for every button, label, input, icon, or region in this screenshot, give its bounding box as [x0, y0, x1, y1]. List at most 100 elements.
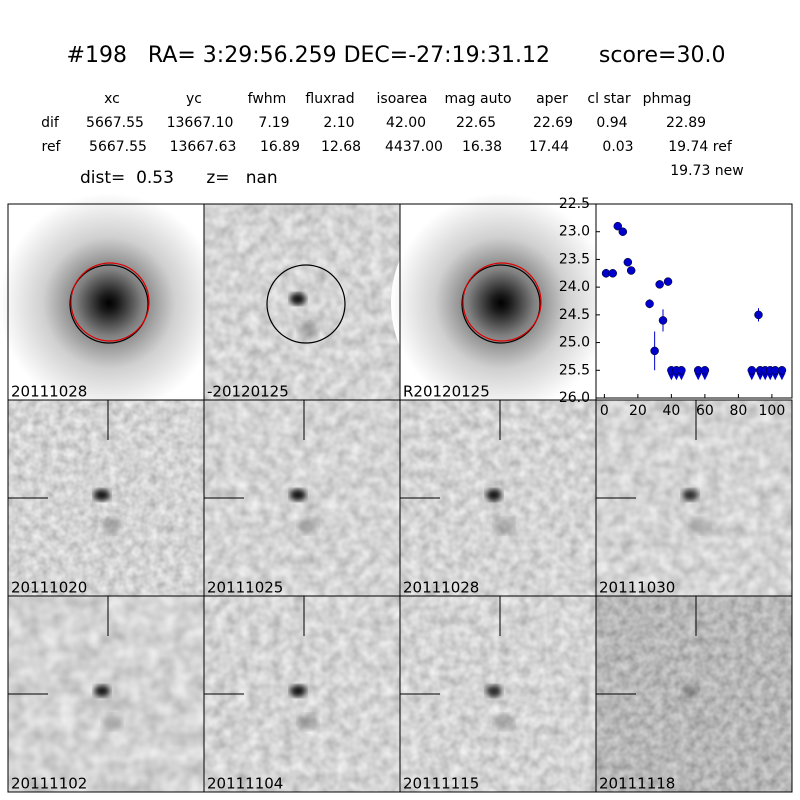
table-cell: 16.38 [462, 139, 502, 155]
limit-arrow [672, 373, 680, 381]
limit-arrow [761, 373, 769, 381]
data-point [777, 366, 787, 375]
aperture [461, 264, 541, 344]
panel-label: 20111104 [207, 775, 283, 793]
data-point [655, 280, 664, 289]
source-blob [682, 489, 698, 501]
table-cell: 22.69 [533, 115, 573, 131]
y-tick-label: 25.0 [559, 335, 590, 351]
table-cell: 0.03 [602, 139, 633, 155]
panel-label: 20111118 [599, 775, 675, 793]
column-header: yc [186, 91, 202, 107]
galaxy-image [391, 193, 611, 413]
data-point [650, 346, 659, 356]
column-header: phmag [643, 91, 692, 107]
source-blob [298, 322, 318, 338]
table-cell: 7.19 [258, 115, 289, 131]
panel-label: 20111102 [11, 775, 87, 793]
source-blob [494, 714, 514, 730]
image-panel: 20111028 [0, 193, 219, 413]
y-tick-label: 22.5 [559, 196, 590, 212]
data-point [663, 277, 673, 286]
panel-label: 20111028 [403, 579, 479, 597]
source-blob [298, 518, 318, 534]
panel-label: 20111115 [403, 775, 479, 793]
limit-arrow [771, 373, 779, 381]
table-cell: 5667.55 [86, 115, 144, 131]
dist-line: dist= 0.53 z= nan [80, 168, 278, 188]
column-header: aper [536, 91, 568, 107]
image-panel: 20111025 [203, 399, 401, 597]
y-tick-label: 24.0 [559, 279, 590, 295]
galaxy-image [0, 193, 219, 413]
table-cell: 12.68 [321, 139, 361, 155]
data-point [613, 221, 623, 231]
source-blob [682, 685, 698, 697]
limit-arrow [677, 373, 685, 381]
table-cell: 5667.55 [89, 139, 147, 155]
column-header: fluxrad [305, 91, 354, 107]
column-header: fwhm [248, 91, 287, 107]
table-cell: ref [42, 139, 62, 155]
image-panel: 20111028 [399, 399, 597, 597]
panel-label: 20111028 [11, 383, 87, 401]
source-blob [94, 489, 110, 501]
limit-arrow [667, 373, 675, 381]
image-panel: -20120125 [203, 203, 401, 401]
table-cell: 19.74 ref [668, 139, 733, 155]
limit-arrow [778, 373, 786, 381]
table-cell: 22.89 [666, 115, 706, 131]
x-tick-label: 20 [629, 403, 647, 419]
x-tick-label: 40 [662, 403, 680, 419]
limit-arrow [756, 373, 764, 381]
table-cell: 0.94 [596, 115, 627, 131]
y-tick-label: 26.0 [559, 390, 590, 406]
data-point [623, 257, 633, 267]
image-panel: 20111030 [595, 399, 793, 597]
y-tick-label: 24.5 [559, 307, 590, 323]
data-point [626, 266, 636, 275]
source-blob [690, 714, 710, 730]
image-panel: 20111118 [595, 595, 793, 793]
panel-label: 20111020 [11, 579, 87, 597]
aperture-red [70, 262, 150, 342]
panel-label: 20111030 [599, 579, 675, 597]
image-panel: 20111102 [7, 595, 205, 793]
table-cell: 16.89 [260, 139, 300, 155]
table-note: 19.73 new [670, 163, 743, 179]
table-cell: 42.00 [386, 115, 426, 131]
source-blob [494, 518, 514, 534]
source-blob [94, 685, 110, 697]
data-point [608, 269, 618, 278]
table-cell: 17.44 [529, 139, 569, 155]
data-point [747, 366, 757, 375]
aperture-red [462, 262, 542, 342]
data-point [645, 299, 654, 309]
limit-arrow [766, 373, 774, 381]
image-panel: 20111020 [7, 399, 205, 597]
table-cell: 13667.63 [170, 139, 237, 155]
x-tick-label: 0 [600, 403, 609, 419]
table-cell: dif [41, 115, 60, 131]
column-header: mag auto [444, 91, 511, 107]
panel-frame [595, 595, 793, 793]
image-panel: 20111115 [399, 595, 597, 793]
panel-label: 20111025 [207, 579, 283, 597]
source-blob [290, 293, 306, 305]
table-cell: 22.65 [456, 115, 496, 131]
y-tick-label: 23.0 [559, 224, 590, 240]
table-cell: 13667.10 [167, 115, 234, 131]
x-tick-label: 100 [759, 403, 786, 419]
column-header: isoarea [377, 91, 428, 107]
limit-arrow [748, 373, 756, 381]
source-blob [102, 714, 122, 730]
panel-label: R20120125 [403, 383, 490, 401]
data-point [618, 227, 628, 236]
table-cell: 4437.00 [385, 139, 443, 155]
column-header: xc [104, 91, 120, 107]
source-blob [290, 685, 306, 697]
data-point [700, 366, 710, 375]
plot-area [595, 203, 793, 399]
table-cell: 2.10 [323, 115, 354, 131]
